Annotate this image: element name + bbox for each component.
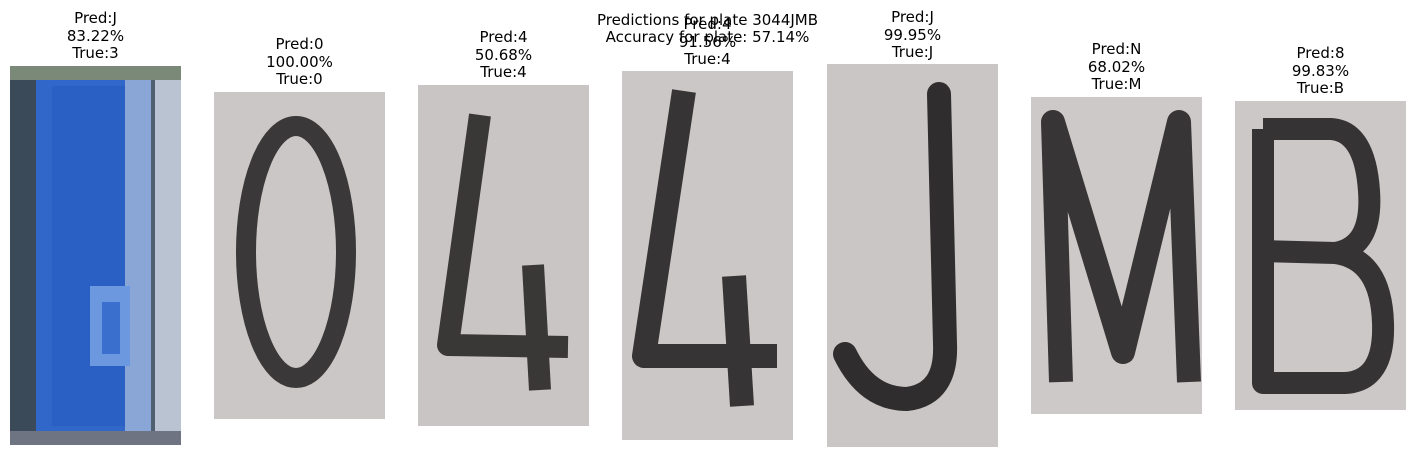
prediction-label: Pred:J xyxy=(891,8,934,26)
char-image-1 xyxy=(10,66,181,445)
true-label: True:J xyxy=(891,43,934,61)
caption-char-4: Pred:4 91.56% True:4 xyxy=(622,15,793,69)
caption-char-6: Pred:N 68.02% True:M xyxy=(1031,40,1202,94)
char-image-3 xyxy=(418,85,589,426)
caption-char-1: Pred:J 83.22% True:3 xyxy=(10,9,181,63)
char-image-6 xyxy=(1031,97,1202,414)
char-image-5 xyxy=(827,64,998,447)
true-label: True:M xyxy=(1091,75,1142,93)
confidence-value: 50.68% xyxy=(474,45,533,64)
prediction-label: Pred:N xyxy=(1091,40,1142,58)
prediction-label: Pred:J xyxy=(74,9,117,27)
caption-char-7: Pred:8 99.83% True:B xyxy=(1235,44,1406,98)
confidence-value: 99.83% xyxy=(1291,61,1350,80)
true-label: True:4 xyxy=(480,63,527,81)
confidence-value: 91.56% xyxy=(678,32,737,51)
prediction-label: Pred:4 xyxy=(479,28,528,46)
caption-char-5: Pred:J 99.95% True:J xyxy=(827,8,998,62)
prediction-label: Pred:4 xyxy=(683,15,732,33)
char-image-2 xyxy=(214,92,385,419)
true-label: True:0 xyxy=(276,70,323,88)
confidence-value: 83.22% xyxy=(66,26,125,45)
confidence-value: 99.95% xyxy=(883,25,942,44)
prediction-label: Pred:8 xyxy=(1296,44,1345,62)
caption-char-3: Pred:4 50.68% True:4 xyxy=(418,28,589,82)
confidence-value: 100.00% xyxy=(266,52,333,71)
prediction-label: Pred:0 xyxy=(275,35,324,53)
char-image-7 xyxy=(1235,101,1406,410)
true-label: True:4 xyxy=(684,50,731,68)
caption-char-2: Pred:0 100.00% True:0 xyxy=(214,35,385,89)
confidence-value: 68.02% xyxy=(1087,57,1146,76)
char-image-4 xyxy=(622,71,793,440)
true-label: True:3 xyxy=(72,44,119,62)
true-label: True:B xyxy=(1296,79,1345,97)
